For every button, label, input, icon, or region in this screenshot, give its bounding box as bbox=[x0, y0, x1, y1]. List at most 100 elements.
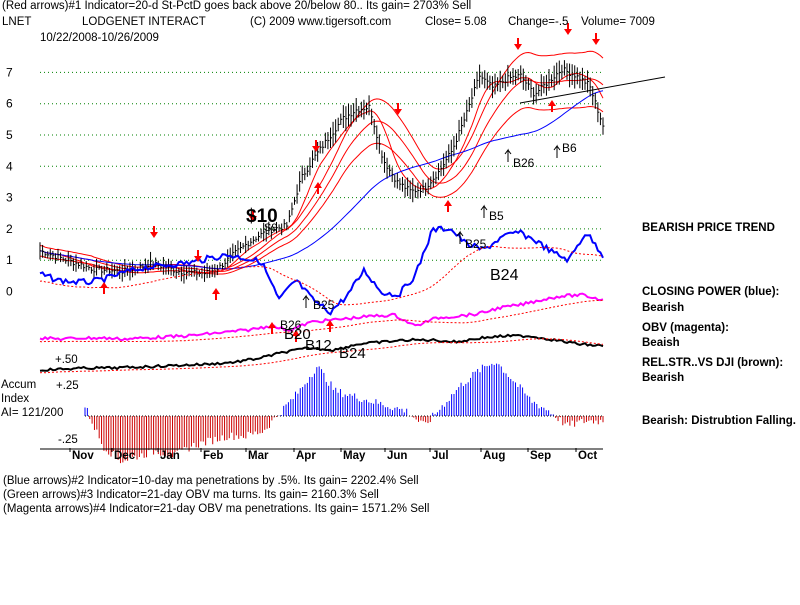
obv-panel bbox=[39, 292, 604, 343]
x-axis-tick-labels: Nov Dec Jan Feb Mar Apr May Jun Jul Aug Sep Oct bbox=[40, 448, 603, 462]
annot-b25-low: B25 bbox=[313, 298, 335, 312]
ma-65 bbox=[39, 90, 604, 270]
red-up-arrow bbox=[444, 200, 452, 212]
y-tick-label: 4 bbox=[6, 159, 13, 173]
bearish-trend-label: BEARISH PRICE TREND bbox=[642, 222, 775, 234]
y-tick-label: 0 bbox=[6, 285, 13, 299]
obv-line bbox=[39, 292, 604, 342]
lower-band bbox=[39, 105, 604, 275]
buy-arrow bbox=[480, 204, 488, 218]
y-tick-label: 1 bbox=[6, 253, 13, 267]
accum-title2: Index bbox=[1, 393, 30, 405]
trendline bbox=[519, 76, 666, 104]
price-bars bbox=[39, 60, 605, 284]
relative-strength-panel bbox=[39, 333, 604, 374]
annot-b25-cp: B25 bbox=[465, 237, 487, 251]
red-down-arrow bbox=[514, 38, 522, 50]
red-down-arrow bbox=[564, 23, 572, 35]
upper-band bbox=[39, 50, 604, 270]
x-tick-label: May bbox=[343, 450, 366, 462]
header-change: Change=-.5 bbox=[508, 16, 569, 28]
annot-b24-obv: B24 bbox=[339, 345, 366, 362]
accum-plus25: +.25 bbox=[56, 380, 79, 392]
footer-line2: (Green arrows)#3 Indicator=21-day OBV ma… bbox=[3, 489, 379, 501]
red-up-arrow bbox=[100, 282, 108, 294]
red-up-arrow bbox=[548, 100, 556, 112]
accumulation-index-panel bbox=[84, 363, 604, 464]
closing-power-panel bbox=[39, 225, 604, 316]
closing-power-label: CLOSING POWER (blue): bbox=[642, 286, 780, 298]
annot-ten: $10 bbox=[246, 206, 278, 227]
closing-power-ma bbox=[39, 246, 604, 306]
header-date-range: 10/22/2008-10/26/2009 bbox=[40, 32, 159, 44]
relstr-line bbox=[39, 333, 604, 372]
x-tick-label: Jul bbox=[432, 450, 449, 462]
closing-power-status: Bearish bbox=[642, 302, 685, 314]
annot-b26-low: B26 bbox=[280, 318, 302, 332]
x-tick-label: Feb bbox=[203, 450, 223, 462]
red-down-arrow bbox=[312, 140, 320, 152]
x-tick-label: Oct bbox=[578, 450, 597, 462]
accum-title1: Accum bbox=[1, 379, 37, 391]
closing-power-line bbox=[39, 225, 604, 316]
y-tick-label: 5 bbox=[6, 128, 13, 142]
footer-line1: (Blue arrows)#2 Indicator=10-day ma pene… bbox=[3, 475, 419, 487]
red-down-arrow bbox=[150, 226, 158, 238]
x-tick-label: Dec bbox=[114, 450, 136, 462]
buy-arrow bbox=[456, 230, 464, 244]
header-volume: Volume= 7009 bbox=[581, 16, 655, 28]
relstr-status: Bearish bbox=[642, 372, 685, 384]
annot-b26-price: B26 bbox=[513, 156, 535, 170]
accum-status: Bearish: Distrubtion Falling. bbox=[642, 415, 796, 427]
red-up-arrow bbox=[292, 330, 300, 342]
annot-b12: B12 bbox=[305, 337, 332, 354]
buy-arrow bbox=[553, 144, 561, 158]
header-symbol: LNET bbox=[2, 16, 32, 28]
y-tick-label: 7 bbox=[6, 65, 13, 79]
header-close: Close= 5.08 bbox=[425, 16, 487, 28]
header-company: LODGENET INTERACT bbox=[82, 16, 206, 28]
red-up-arrow bbox=[212, 288, 220, 300]
accum-ai: AI= 121/200 bbox=[1, 407, 64, 419]
annot-b24-cp: B24 bbox=[490, 267, 519, 284]
red-up-arrow bbox=[314, 182, 322, 194]
buy-arrow bbox=[302, 294, 310, 308]
x-tick-label: Mar bbox=[248, 450, 269, 462]
annot-b5: B5 bbox=[489, 209, 504, 223]
ma-21 bbox=[39, 78, 604, 273]
y-tick-label: 3 bbox=[6, 191, 13, 205]
red-up-arrow bbox=[326, 320, 334, 332]
x-tick-label: Sep bbox=[530, 450, 551, 462]
red-down-arrow bbox=[194, 250, 202, 262]
relstr-ma bbox=[39, 338, 604, 374]
red-up-arrow bbox=[268, 322, 276, 334]
red-down-arrow bbox=[592, 33, 600, 45]
relstr-label: REL.STR..VS DJI (brown): bbox=[642, 357, 784, 369]
buy-arrow bbox=[504, 148, 512, 162]
x-tick-label: Nov bbox=[72, 450, 94, 462]
red-down-arrow bbox=[394, 103, 402, 115]
obv-label: OBV (magenta): bbox=[642, 322, 729, 334]
y-tick-label: 6 bbox=[6, 97, 13, 111]
signal-arrows bbox=[100, 23, 600, 342]
x-tick-label: Aug bbox=[483, 450, 505, 462]
red-down-arrow bbox=[249, 210, 257, 222]
annot-b6: B6 bbox=[562, 141, 577, 155]
short-ma bbox=[39, 72, 604, 274]
y-axis-tick-labels: 0 1 2 3 4 5 6 7 bbox=[6, 65, 13, 298]
annot-b20: B20 bbox=[284, 326, 311, 343]
accum-plus50: +.50 bbox=[55, 354, 78, 366]
x-tick-label: Jun bbox=[387, 450, 407, 462]
obv-status: Beaish bbox=[642, 337, 680, 349]
accum-minus25: -.25 bbox=[58, 434, 78, 446]
annot-s9: S9 bbox=[264, 222, 278, 234]
y-tick-label: 2 bbox=[6, 222, 13, 236]
header-line1: (Red arrows)#1 Indicator=20-d St-PctD go… bbox=[2, 0, 472, 12]
obv-ma bbox=[39, 299, 603, 343]
header-copyright: (C) 2009 www.tigersoft.com bbox=[250, 16, 392, 28]
x-tick-label: Jan bbox=[160, 450, 180, 462]
x-tick-label: Apr bbox=[296, 450, 316, 462]
footer-line3: (Magenta arrows)#4 Indicator=21-day OBV … bbox=[3, 503, 430, 515]
